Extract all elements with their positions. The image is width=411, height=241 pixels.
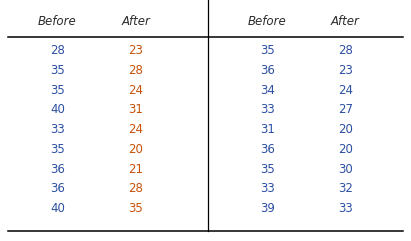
Text: 35: 35 bbox=[50, 84, 65, 97]
Text: 20: 20 bbox=[128, 143, 143, 156]
Text: 39: 39 bbox=[260, 202, 275, 215]
Text: 35: 35 bbox=[128, 202, 143, 215]
Text: 24: 24 bbox=[128, 84, 143, 97]
Text: After: After bbox=[331, 15, 360, 28]
Text: 35: 35 bbox=[260, 44, 275, 57]
Text: 23: 23 bbox=[338, 64, 353, 77]
Text: 24: 24 bbox=[338, 84, 353, 97]
Text: 36: 36 bbox=[50, 182, 65, 195]
Text: 20: 20 bbox=[338, 143, 353, 156]
Text: 21: 21 bbox=[128, 163, 143, 176]
Text: 28: 28 bbox=[128, 182, 143, 195]
Text: 36: 36 bbox=[260, 143, 275, 156]
Text: After: After bbox=[121, 15, 150, 28]
Text: Before: Before bbox=[248, 15, 286, 28]
Text: 28: 28 bbox=[338, 44, 353, 57]
Text: 32: 32 bbox=[338, 182, 353, 195]
Text: 35: 35 bbox=[50, 64, 65, 77]
Text: 34: 34 bbox=[260, 84, 275, 97]
Text: Before: Before bbox=[38, 15, 77, 28]
Text: 35: 35 bbox=[50, 143, 65, 156]
Text: 31: 31 bbox=[128, 103, 143, 116]
Text: 33: 33 bbox=[260, 182, 275, 195]
Text: 36: 36 bbox=[50, 163, 65, 176]
Text: 20: 20 bbox=[338, 123, 353, 136]
Text: 33: 33 bbox=[260, 103, 275, 116]
Text: 27: 27 bbox=[338, 103, 353, 116]
Text: 28: 28 bbox=[50, 44, 65, 57]
Text: 23: 23 bbox=[128, 44, 143, 57]
Text: 40: 40 bbox=[50, 103, 65, 116]
Text: 28: 28 bbox=[128, 64, 143, 77]
Text: 33: 33 bbox=[338, 202, 353, 215]
Text: 35: 35 bbox=[260, 163, 275, 176]
Text: 36: 36 bbox=[260, 64, 275, 77]
Text: 31: 31 bbox=[260, 123, 275, 136]
Text: 33: 33 bbox=[50, 123, 65, 136]
Text: 24: 24 bbox=[128, 123, 143, 136]
Text: 40: 40 bbox=[50, 202, 65, 215]
Text: 30: 30 bbox=[338, 163, 353, 176]
